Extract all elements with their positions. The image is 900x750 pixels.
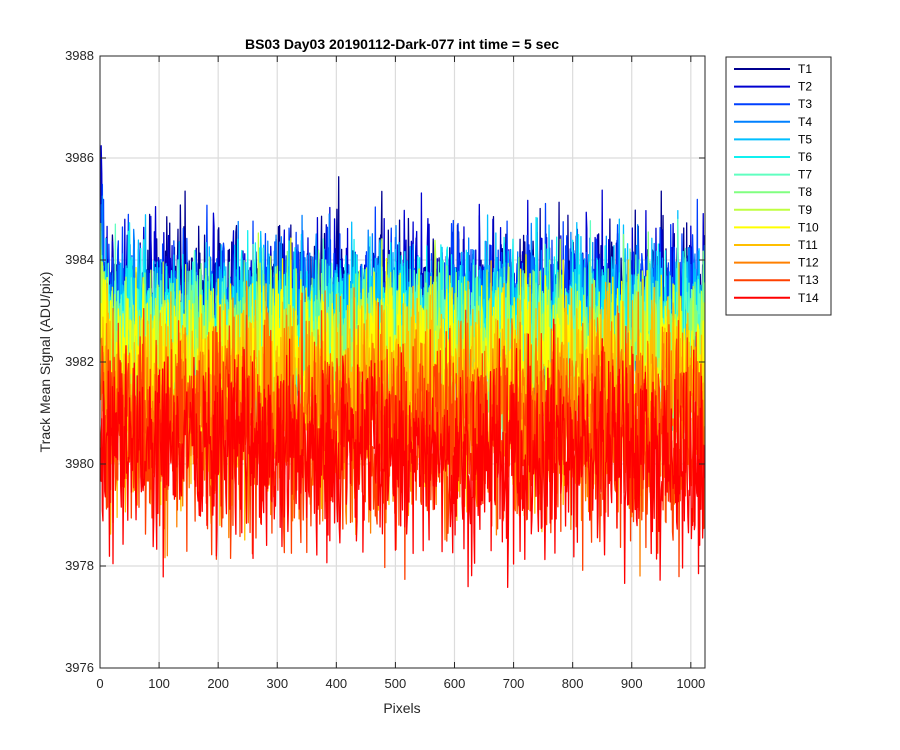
y-axis-ticks: 3976 3978 3980 3982 3984 3986 3988 (65, 48, 705, 675)
legend-label-t13: T13 (798, 273, 819, 287)
legend-label-t5: T5 (798, 132, 812, 146)
x-tick-label: 800 (562, 676, 584, 691)
x-tick-label: 400 (325, 676, 347, 691)
x-tick-label: 700 (503, 676, 525, 691)
y-tick-label: 3984 (65, 252, 94, 267)
x-tick-label: 100 (148, 676, 170, 691)
legend-label-t10: T10 (798, 220, 819, 234)
chart-title: BS03 Day03 20190112-Dark-077 int time = … (245, 36, 559, 52)
x-tick-label: 600 (444, 676, 466, 691)
legend: T1 T2 T3 T4 T5 T6 T7 T8 T9 T10 T11 T12 T13 T14 (725, 56, 832, 316)
x-axis-ticks: 0 100 200 300 400 500 600 700 800 900 1000 (96, 56, 705, 691)
legend-label-t1: T1 (798, 62, 812, 76)
legend-label-t3: T3 (798, 97, 812, 111)
x-tick-label: 900 (621, 676, 643, 691)
x-tick-label: 500 (385, 676, 407, 691)
legend-label-t11: T11 (798, 238, 818, 252)
legend-items: T1 T2 T3 T4 T5 T6 T7 T8 T9 T10 T11 T12 T13 T14 (734, 62, 819, 305)
legend-label-t4: T4 (798, 115, 812, 129)
y-tick-label: 3978 (65, 558, 94, 573)
series-line-t14 (100, 318, 705, 589)
legend-label-t6: T6 (798, 150, 812, 164)
legend-label-t7: T7 (798, 168, 812, 182)
x-tick-label: 1000 (676, 676, 705, 691)
legend-label-t14: T14 (798, 291, 819, 305)
y-axis-label: Track Mean Signal (ADU/pix) (37, 272, 53, 453)
legend-label-t12: T12 (798, 256, 819, 270)
y-tick-label: 3980 (65, 456, 94, 471)
y-tick-label: 3982 (65, 354, 94, 369)
y-tick-label: 3976 (65, 660, 94, 675)
x-tick-label: 200 (207, 676, 229, 691)
legend-label-t9: T9 (798, 203, 812, 217)
legend-box (725, 56, 832, 316)
y-tick-label: 3988 (65, 48, 94, 63)
x-tick-label: 0 (96, 676, 103, 691)
x-tick-label: 300 (266, 676, 288, 691)
y-tick-label: 3986 (65, 150, 94, 165)
legend-label-t8: T8 (798, 185, 812, 199)
legend-label-t2: T2 (798, 80, 812, 94)
series-lines (100, 145, 705, 589)
x-axis-label: Pixels (383, 700, 420, 716)
